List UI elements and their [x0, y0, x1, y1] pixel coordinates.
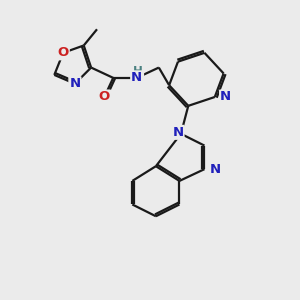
Text: O: O — [58, 46, 69, 59]
Text: N: N — [220, 91, 231, 103]
Text: N: N — [69, 77, 80, 90]
Text: H: H — [133, 65, 143, 78]
Text: N: N — [172, 126, 184, 139]
Text: N: N — [210, 163, 221, 176]
Text: O: O — [99, 91, 110, 103]
Text: N: N — [131, 71, 142, 84]
